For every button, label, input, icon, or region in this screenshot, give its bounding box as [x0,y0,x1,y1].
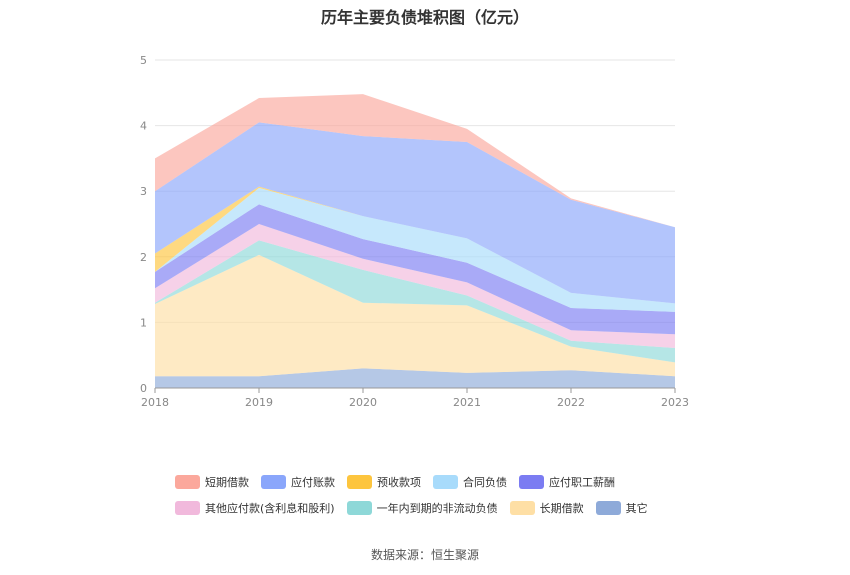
legend-swatch [595,501,621,515]
area-series-合同负债[interactable] [155,187,675,312]
x-tick-label: 2023 [661,396,689,409]
legend-swatch [347,475,372,489]
legend-label: 应付账款 [291,476,335,489]
area-series-短期借款[interactable] [155,94,675,228]
y-tick-label: 3 [140,185,147,198]
legend-item[interactable]: 预收款项 [347,474,421,490]
legend-row: 其他应付款(含利息和股利) 一年内到期的非流动负债 长期借款 其它 [175,497,695,519]
x-tick-label: 2020 [349,396,377,409]
area-series-其它[interactable] [155,368,675,388]
legend-swatch [261,475,286,489]
area-series-长期借款[interactable] [155,254,675,377]
legend-item[interactable]: 一年内到期的非流动负债 [346,500,498,516]
legend-item[interactable]: 其他应付款(含利息和股利) [175,500,335,516]
data-source: 数据来源：恒生聚源 [370,548,479,562]
legend-item[interactable]: 短期借款 [175,474,249,490]
legend-swatch [433,475,458,489]
area-series-应付职工薪酬[interactable] [155,204,675,335]
legend-item[interactable]: 其它 [595,500,648,516]
x-tick-label: 2022 [557,396,585,409]
legend-swatch [346,501,372,515]
legend-label: 其他应付款(含利息和股利) [205,502,335,515]
legend-label: 预收款项 [377,476,421,489]
area-series-其他应付款(含利息和股利)[interactable] [155,224,675,348]
y-tick-label: 1 [140,316,147,329]
legend-swatch [519,475,544,489]
x-tick-label: 2019 [245,396,273,409]
legend-label: 应付职工薪酬 [549,476,615,489]
legend: 短期借款 应付账款 预收款项 合同负债 应付职工薪酬 其他应付款(含利息和股利) 一年内到… [175,471,695,523]
legend-item[interactable]: 应付职工薪酬 [519,474,615,490]
legend-label: 长期借款 [539,502,584,515]
y-tick-label: 0 [140,382,147,395]
legend-label: 一年内到期的非流动负债 [376,502,498,515]
x-tick-label: 2018 [141,396,169,409]
axes: 0 1 2 3 4 5 2018 2019 2020 2021 2022 2023 [140,54,689,409]
area-series [155,94,675,388]
area-series-应付账款[interactable] [155,122,675,304]
legend-label: 其它 [625,502,648,515]
chart-title: 历年主要负债堆积图（亿元） [320,8,529,27]
legend-row: 短期借款 应付账款 预收款项 合同负债 应付职工薪酬 [175,471,695,493]
y-tick-label: 2 [140,251,147,264]
legend-item[interactable]: 应付账款 [261,474,335,490]
x-tick-label: 2021 [453,396,481,409]
stacked-area-chart: 0 1 2 3 4 5 2018 2019 2020 2021 2022 2023 [140,54,689,409]
legend-swatch [175,501,200,515]
legend-item[interactable]: 合同负债 [433,474,507,490]
legend-label: 合同负债 [463,476,507,489]
y-tick-label: 4 [140,120,147,133]
legend-swatch [509,501,535,515]
legend-label: 短期借款 [205,476,249,489]
legend-swatch [175,475,200,489]
legend-item[interactable]: 长期借款 [509,500,584,516]
y-tick-label: 5 [140,54,147,67]
area-series-一年内到期的非流动负债[interactable] [155,240,675,363]
